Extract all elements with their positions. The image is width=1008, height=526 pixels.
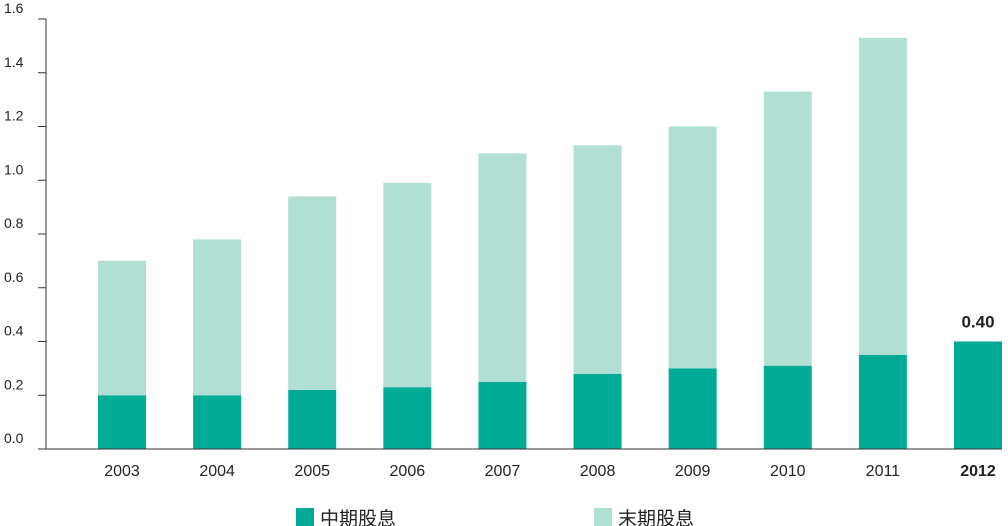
bar-final-2004: [193, 239, 242, 396]
bars-group: [98, 37, 1002, 449]
bar-final-2007: [478, 153, 527, 382]
y-tick-label: 0.4: [4, 323, 24, 339]
x-tick-label: 2006: [390, 463, 426, 480]
x-tick-label: 2005: [294, 463, 330, 480]
y-tick-label: 1.2: [4, 108, 24, 124]
x-tick-label: 2004: [199, 463, 235, 480]
bar-interim-2004: [193, 395, 242, 449]
x-tick-label: 2011: [866, 463, 901, 480]
x-tick-label: 2012: [960, 463, 996, 480]
bar-final-2011: [858, 37, 907, 355]
x-tick-label: 2003: [104, 463, 140, 480]
bar-final-2005: [288, 196, 337, 390]
y-tick-label: 0.0: [4, 430, 24, 446]
legend-label-final: 末期股息: [618, 508, 694, 526]
bar-final-2006: [383, 182, 432, 388]
x-tick-label: 2008: [580, 463, 616, 480]
bar-interim-2011: [858, 354, 907, 449]
data-label-2012: 0.40: [961, 313, 994, 332]
y-tick-label: 0.6: [4, 269, 24, 285]
x-tick-label: 2009: [675, 463, 711, 480]
x-tick-label: 2010: [770, 463, 806, 480]
legend-label-interim: 中期股息: [320, 508, 396, 526]
y-tick-label: 1.6: [4, 0, 24, 16]
bar-interim-2010: [763, 365, 812, 449]
y-tick-label: 0.2: [4, 376, 24, 392]
bar-interim-2009: [668, 368, 717, 449]
y-tick-label: 1.0: [4, 161, 24, 177]
x-tick-label: 2007: [485, 463, 521, 480]
legend-swatch-final: [594, 508, 612, 526]
bar-interim-2005: [288, 389, 337, 449]
bar-interim-2007: [478, 381, 527, 449]
bar-final-2010: [763, 91, 812, 366]
legend: 中期股息 末期股息: [296, 508, 694, 526]
bar-final-2009: [668, 126, 717, 369]
bar-interim-2006: [383, 387, 432, 449]
bar-interim-2003: [98, 395, 146, 449]
bar-interim-2008: [573, 373, 622, 449]
bar-interim-2012: [954, 341, 1002, 449]
y-axis: 0.0 0.2 0.4 0.6 0.8 1.0 1.2 1.4 1.6: [4, 0, 47, 450]
bar-final-2003: [98, 260, 146, 396]
y-tick-label: 1.4: [4, 54, 24, 70]
bar-final-2008: [573, 145, 622, 374]
x-axis: 2003 2004 2005 2006 2007 2008 2009 2010 2011 2012: [38, 448, 1002, 480]
legend-swatch-interim: [296, 508, 314, 526]
y-tick-label: 0.8: [4, 215, 24, 231]
data-labels: 0.40: [961, 313, 994, 332]
